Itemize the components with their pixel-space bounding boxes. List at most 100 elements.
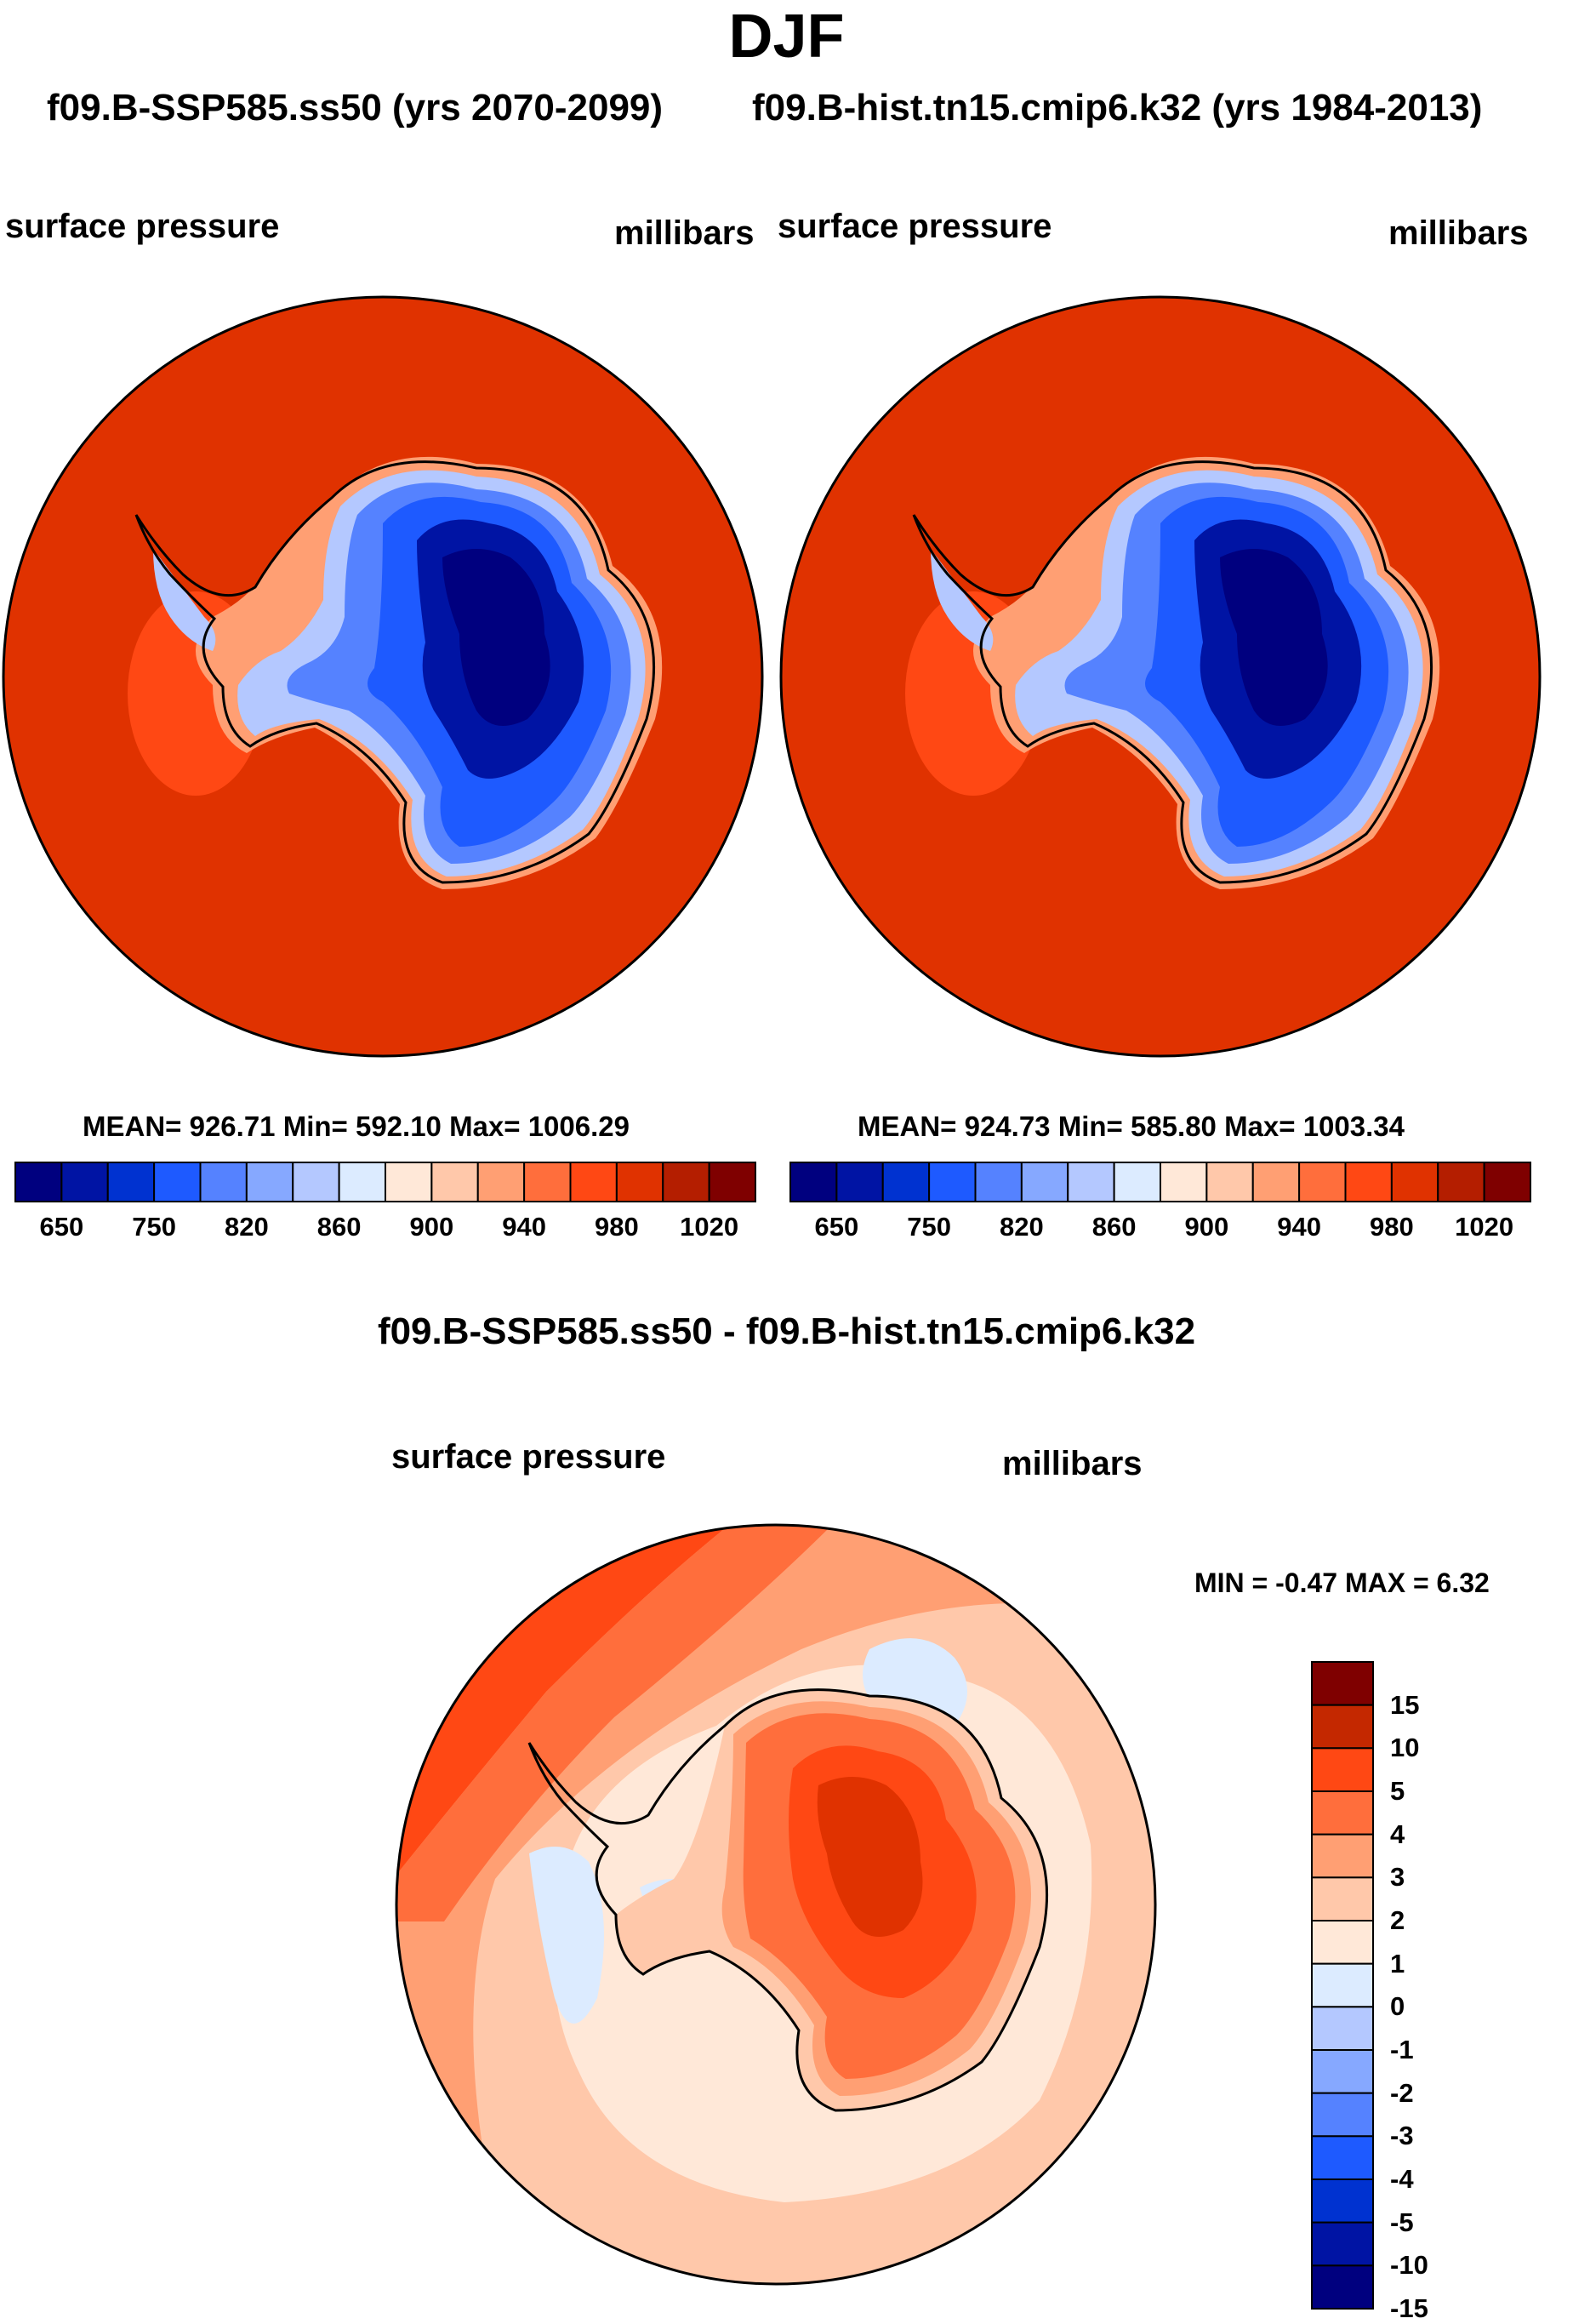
colorbar-box [1311,1876,1374,1921]
colorbar-box [569,1162,618,1202]
difference-units-label: millibars [1002,1445,1143,1482]
colorbar-tick-label: 650 [814,1212,859,1242]
negative-patch-2 [529,1847,604,2024]
polar-map-left [2,295,764,1058]
colorbar-box [1311,1962,1374,2008]
panel-right-variable-label: surface pressure [778,208,1052,245]
colorbar-tick-label: 15 [1390,1689,1420,1720]
colorbar-box [881,1162,931,1202]
colorbar-box [199,1162,248,1202]
colorbar-box [1311,1661,1374,1706]
colorbar-tick-label: -2 [1390,2077,1414,2108]
colorbar-box [1020,1162,1069,1202]
coastline [134,460,656,884]
colorbar-box [1298,1162,1347,1202]
colorbar-tick-label: -4 [1390,2164,1414,2194]
ice-core-10 [817,1777,923,1937]
colorbar-box [430,1162,479,1202]
colorbar-box [1437,1162,1485,1202]
colorbar-box [1311,1833,1374,1879]
polar-map-difference [395,1523,1157,2286]
panel-left-stats: MEAN= 926.71 Min= 592.10 Max= 1006.29 [83,1111,630,1142]
colorbar-box [662,1162,710,1202]
colorbar-tick-label: 5 [1390,1776,1405,1806]
colorbar-box [60,1162,109,1202]
colorbar-box [1311,2178,1374,2224]
subtitle-left: f09.B-SSP585.ss50 (yrs 2070-2099) [47,87,664,128]
colorbar-box [338,1162,386,1202]
panel-left-units-label: millibars [614,214,755,252]
colorbar-tick-label: 750 [907,1212,951,1242]
colorbar-box [708,1162,756,1202]
difference-title: f09.B-SSP585.ss50 - f09.B-hist.tn15.cmip… [377,1310,1196,1352]
map-boundary [395,1523,1157,2286]
colorbar-tick-label: -5 [1390,2207,1414,2237]
map-boundary [779,295,1542,1058]
colorbar-box [1251,1162,1301,1202]
colorbar-tick-label: 1020 [680,1212,739,1242]
coastline [527,1688,1049,2112]
colorbar-tick-label: -3 [1390,2121,1414,2151]
colorbar-box [1311,2135,1374,2180]
colorbar-box [835,1162,884,1202]
colorbar-box [1311,1790,1374,1836]
colorbar-tick-label: 980 [1370,1212,1414,1242]
colorbar-box [245,1162,294,1202]
colorbar-tick-label: 860 [1091,1212,1137,1242]
panel-right-stats: MEAN= 924.73 Min= 585.80 Max= 1003.34 [858,1111,1405,1142]
colorbar-box [1311,2264,1374,2310]
colorbar-tick-label: 900 [409,1212,454,1242]
colorbar-tick-label: 980 [595,1212,639,1242]
colorbar-tick-label: 1020 [1455,1212,1514,1242]
colorbar-box [523,1162,572,1202]
colorbar-box [1344,1162,1393,1202]
colorbar-box [1311,1704,1374,1750]
coastline [912,460,1433,884]
polar-map-right [779,295,1542,1058]
panel-right-units-label: millibars [1388,214,1529,252]
colorbar-box [1311,2221,1374,2267]
colorbar-tick-label: 2 [1390,1905,1405,1935]
colorbar-box [14,1162,63,1202]
colorbar-left [14,1162,756,1202]
difference-variable-label: surface pressure [391,1438,666,1476]
colorbar-box [385,1162,433,1202]
colorbar-tick-label: 3 [1390,1862,1405,1893]
colorbar-box [1390,1162,1439,1202]
colorbar-box [292,1162,340,1202]
colorbar-box [789,1162,838,1202]
colorbar-box [1067,1162,1115,1202]
colorbar-tick-label: 900 [1184,1212,1229,1242]
colorbar-box [106,1162,156,1202]
colorbar-tick-label: 1 [1390,1948,1405,1979]
colorbar-difference [1311,1661,1374,2310]
colorbar-tick-label: -15 [1390,2293,1428,2323]
difference-minmax: MIN = -0.47 MAX = 6.32 [1194,1567,1490,1598]
colorbar-tick-label: 940 [1277,1212,1321,1242]
colorbar-box [928,1162,977,1202]
colorbar-tick-label: 820 [225,1212,269,1242]
main-title: DJF [728,3,845,71]
colorbar-tick-label: 750 [132,1212,176,1242]
colorbar-box [153,1162,202,1202]
colorbar-box [1311,2092,1374,2138]
colorbar-box [1483,1162,1531,1202]
colorbar-right [789,1162,1531,1202]
colorbar-box [615,1162,664,1202]
ice-sheet-core [442,549,550,726]
colorbar-box [1113,1162,1161,1202]
colorbar-tick-label: 10 [1390,1733,1420,1763]
colorbar-box [476,1162,526,1202]
colorbar-tick-label: -10 [1390,2250,1428,2281]
colorbar-box [1205,1162,1254,1202]
colorbar-tick-label: 0 [1390,1991,1405,2022]
panel-left-variable-label: surface pressure [5,208,280,245]
ice-sheet-core [1220,549,1328,726]
colorbar-box [1311,1747,1374,1793]
subtitle-right: f09.B-hist.tn15.cmip6.k32 (yrs 1984-2013… [752,87,1483,128]
colorbar-tick-label: 940 [502,1212,546,1242]
colorbar-tick-label: 4 [1390,1819,1405,1849]
colorbar-box [1160,1162,1208,1202]
colorbar-box [1311,2049,1374,2094]
outer-band-4 [396,1525,835,1921]
